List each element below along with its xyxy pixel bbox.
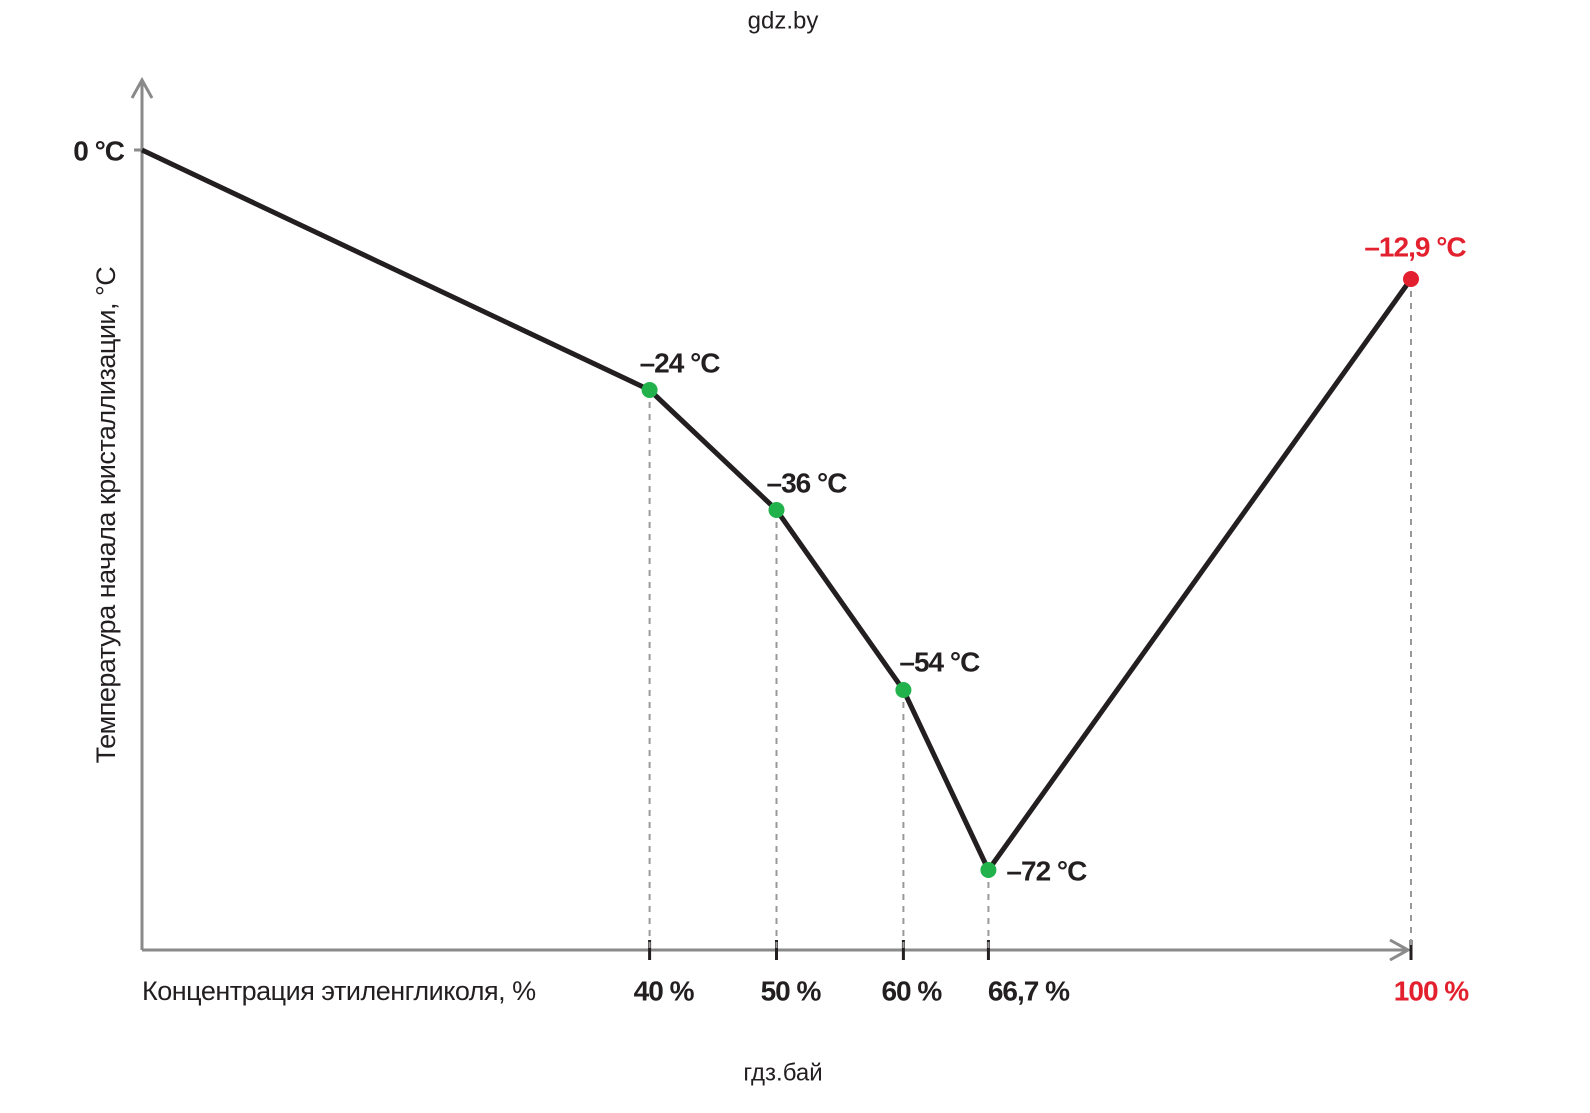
x-tick-label: 50 % [761, 975, 822, 1006]
x-axis-arrow [1389, 938, 1412, 962]
y-axis-arrow [130, 76, 154, 99]
y-axis-label: Температура начала кристаллизации, °C [91, 267, 121, 764]
point [980, 862, 997, 878]
x-tick-label: 66,7 % [988, 975, 1070, 1006]
y-tick-label: 0 °C [73, 135, 125, 166]
watermark: gdz.by [748, 7, 819, 34]
x-tick-label: 40 % [634, 975, 695, 1006]
watermark: гдз.бай [743, 1059, 822, 1086]
value-label: –72 °C [1006, 855, 1087, 886]
value-label: –36 °C [767, 467, 848, 498]
point [768, 502, 785, 518]
value-label: –54 °C [899, 646, 980, 677]
point [1403, 271, 1419, 287]
x-tick-label: 60 % [881, 975, 942, 1006]
x-tick-label: 100 % [1394, 975, 1469, 1006]
point [641, 382, 658, 398]
point [895, 682, 912, 698]
value-label: –12,9 °C [1364, 231, 1466, 262]
value-label: –24 °C [640, 347, 721, 378]
line [140, 147, 1414, 873]
x-axis-label: Концентрация этиленгликоля, % [142, 976, 536, 1006]
